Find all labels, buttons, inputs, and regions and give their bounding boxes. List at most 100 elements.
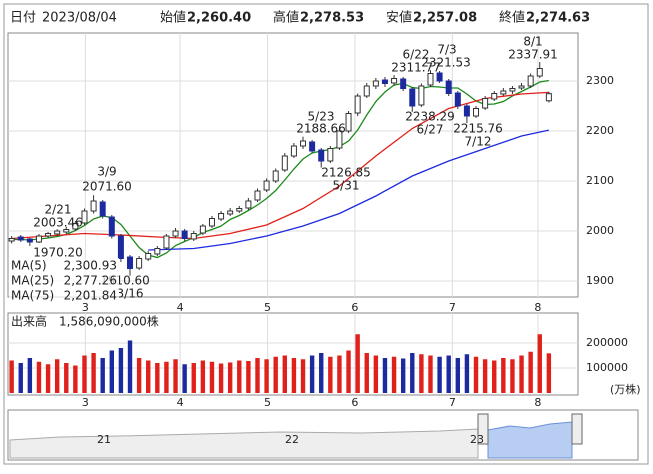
header-field-value: 2,260.40 <box>187 11 251 26</box>
candle-body <box>391 78 398 84</box>
annotation-date: 6/27 <box>417 123 444 137</box>
annotation-date: 3/9 <box>97 165 116 179</box>
x-tick-label: 7 <box>449 301 456 314</box>
candle-body <box>90 200 97 212</box>
volume-bar <box>282 355 288 393</box>
volume-bar <box>519 355 524 393</box>
header-field-name: 高値 <box>273 10 299 26</box>
volume-bar <box>100 358 105 393</box>
volume-bar <box>136 358 142 393</box>
volume-bar <box>36 361 42 393</box>
candle-body <box>72 223 79 230</box>
candle-body <box>136 258 143 269</box>
annotation-price: 2003.46 <box>33 216 83 230</box>
candle-body <box>108 216 115 237</box>
candle-body <box>336 130 343 149</box>
annotation-date: 7/3 <box>437 43 456 57</box>
volume-bar <box>209 361 215 393</box>
volume-bar <box>200 360 206 393</box>
candle-body <box>163 235 170 249</box>
volume-bar <box>473 356 479 393</box>
candle-body <box>145 253 152 260</box>
candle-body <box>354 95 361 114</box>
x-tick-label: 3 <box>82 301 89 314</box>
volume-bar <box>382 358 388 393</box>
candle-body <box>63 229 70 233</box>
legend-value: 2,277.26 <box>64 274 117 288</box>
candle-body <box>436 72 443 82</box>
y-tick-label: 1900 <box>586 274 614 287</box>
ma-line <box>11 91 549 240</box>
candle-body <box>536 68 543 77</box>
candle-body <box>454 92 461 107</box>
volume-bar <box>255 358 260 393</box>
header-field-value: 2,278.53 <box>300 11 364 26</box>
volume-bar <box>273 356 278 393</box>
candle-body <box>263 180 270 191</box>
legend-name: MA(75) <box>11 289 54 303</box>
volume-bar <box>319 353 324 393</box>
legend-value: 2,201.84 <box>64 289 117 303</box>
header: 日付 2023/08/04 <box>10 11 117 26</box>
candle-body <box>190 233 197 240</box>
annotation-price: 2238.29 <box>405 110 455 124</box>
header-field-value: 2,257.08 <box>413 11 477 26</box>
candle-body <box>236 208 243 212</box>
volume-bar <box>173 359 178 393</box>
annotation-date: 8/1 <box>523 35 542 49</box>
candle-body <box>227 210 234 215</box>
annotation-price: 2071.60 <box>82 180 132 194</box>
volume-bar <box>501 358 506 393</box>
x-tick-label: 6 <box>351 301 358 314</box>
volume-bar <box>510 359 515 393</box>
volume-bar <box>146 360 151 393</box>
volume-bar <box>246 361 251 393</box>
candle-body <box>45 233 52 237</box>
volume-bar <box>118 348 124 393</box>
candle-body <box>218 213 225 220</box>
candle-body <box>154 248 161 255</box>
volume-bar <box>264 359 269 393</box>
navigator-history <box>9 428 479 459</box>
candle-body <box>527 75 534 87</box>
candle-body <box>300 140 307 147</box>
x-tick-label: 8 <box>534 396 541 409</box>
volume-bar <box>546 353 552 393</box>
volume-bar <box>428 355 433 393</box>
candle-body <box>500 90 507 95</box>
candle-body <box>81 210 88 224</box>
y-tick-label: 2100 <box>586 174 614 187</box>
volume-bar <box>64 363 69 393</box>
candle-body <box>172 230 179 237</box>
volume-bar <box>537 334 542 393</box>
volume-bar <box>446 355 451 393</box>
navigator-label: 23 <box>470 433 484 446</box>
volume-bar <box>346 350 351 393</box>
volume-bar <box>227 362 233 393</box>
candle-body <box>245 200 252 209</box>
candle-body <box>318 149 325 162</box>
navigator-label: 22 <box>285 433 299 446</box>
x-tick-label: 5 <box>264 396 271 409</box>
header-field-value: 2,274.63 <box>526 11 590 26</box>
navigator-label: 21 <box>97 433 111 446</box>
volume-bar <box>82 355 87 393</box>
candle-body <box>254 190 261 201</box>
navigator-handle-right[interactable] <box>571 413 583 445</box>
navigator-handle-left[interactable] <box>477 413 489 445</box>
navigator-window[interactable] <box>487 421 573 459</box>
date: 2023/08/04 <box>42 11 117 26</box>
volume-bar <box>419 354 424 393</box>
candle-body <box>545 93 552 102</box>
candle-body <box>482 98 489 109</box>
volume-bar <box>9 360 14 393</box>
volume-bar <box>237 360 242 393</box>
candle-body <box>418 85 425 106</box>
volume-title: 出来高 1,586,090,000株 <box>11 314 159 329</box>
y-tick-label: 2200 <box>586 124 614 137</box>
candle-body <box>17 236 24 241</box>
volume-bar <box>328 356 333 393</box>
annotation-date: 3/16 <box>117 287 144 301</box>
candle-body <box>208 218 215 227</box>
